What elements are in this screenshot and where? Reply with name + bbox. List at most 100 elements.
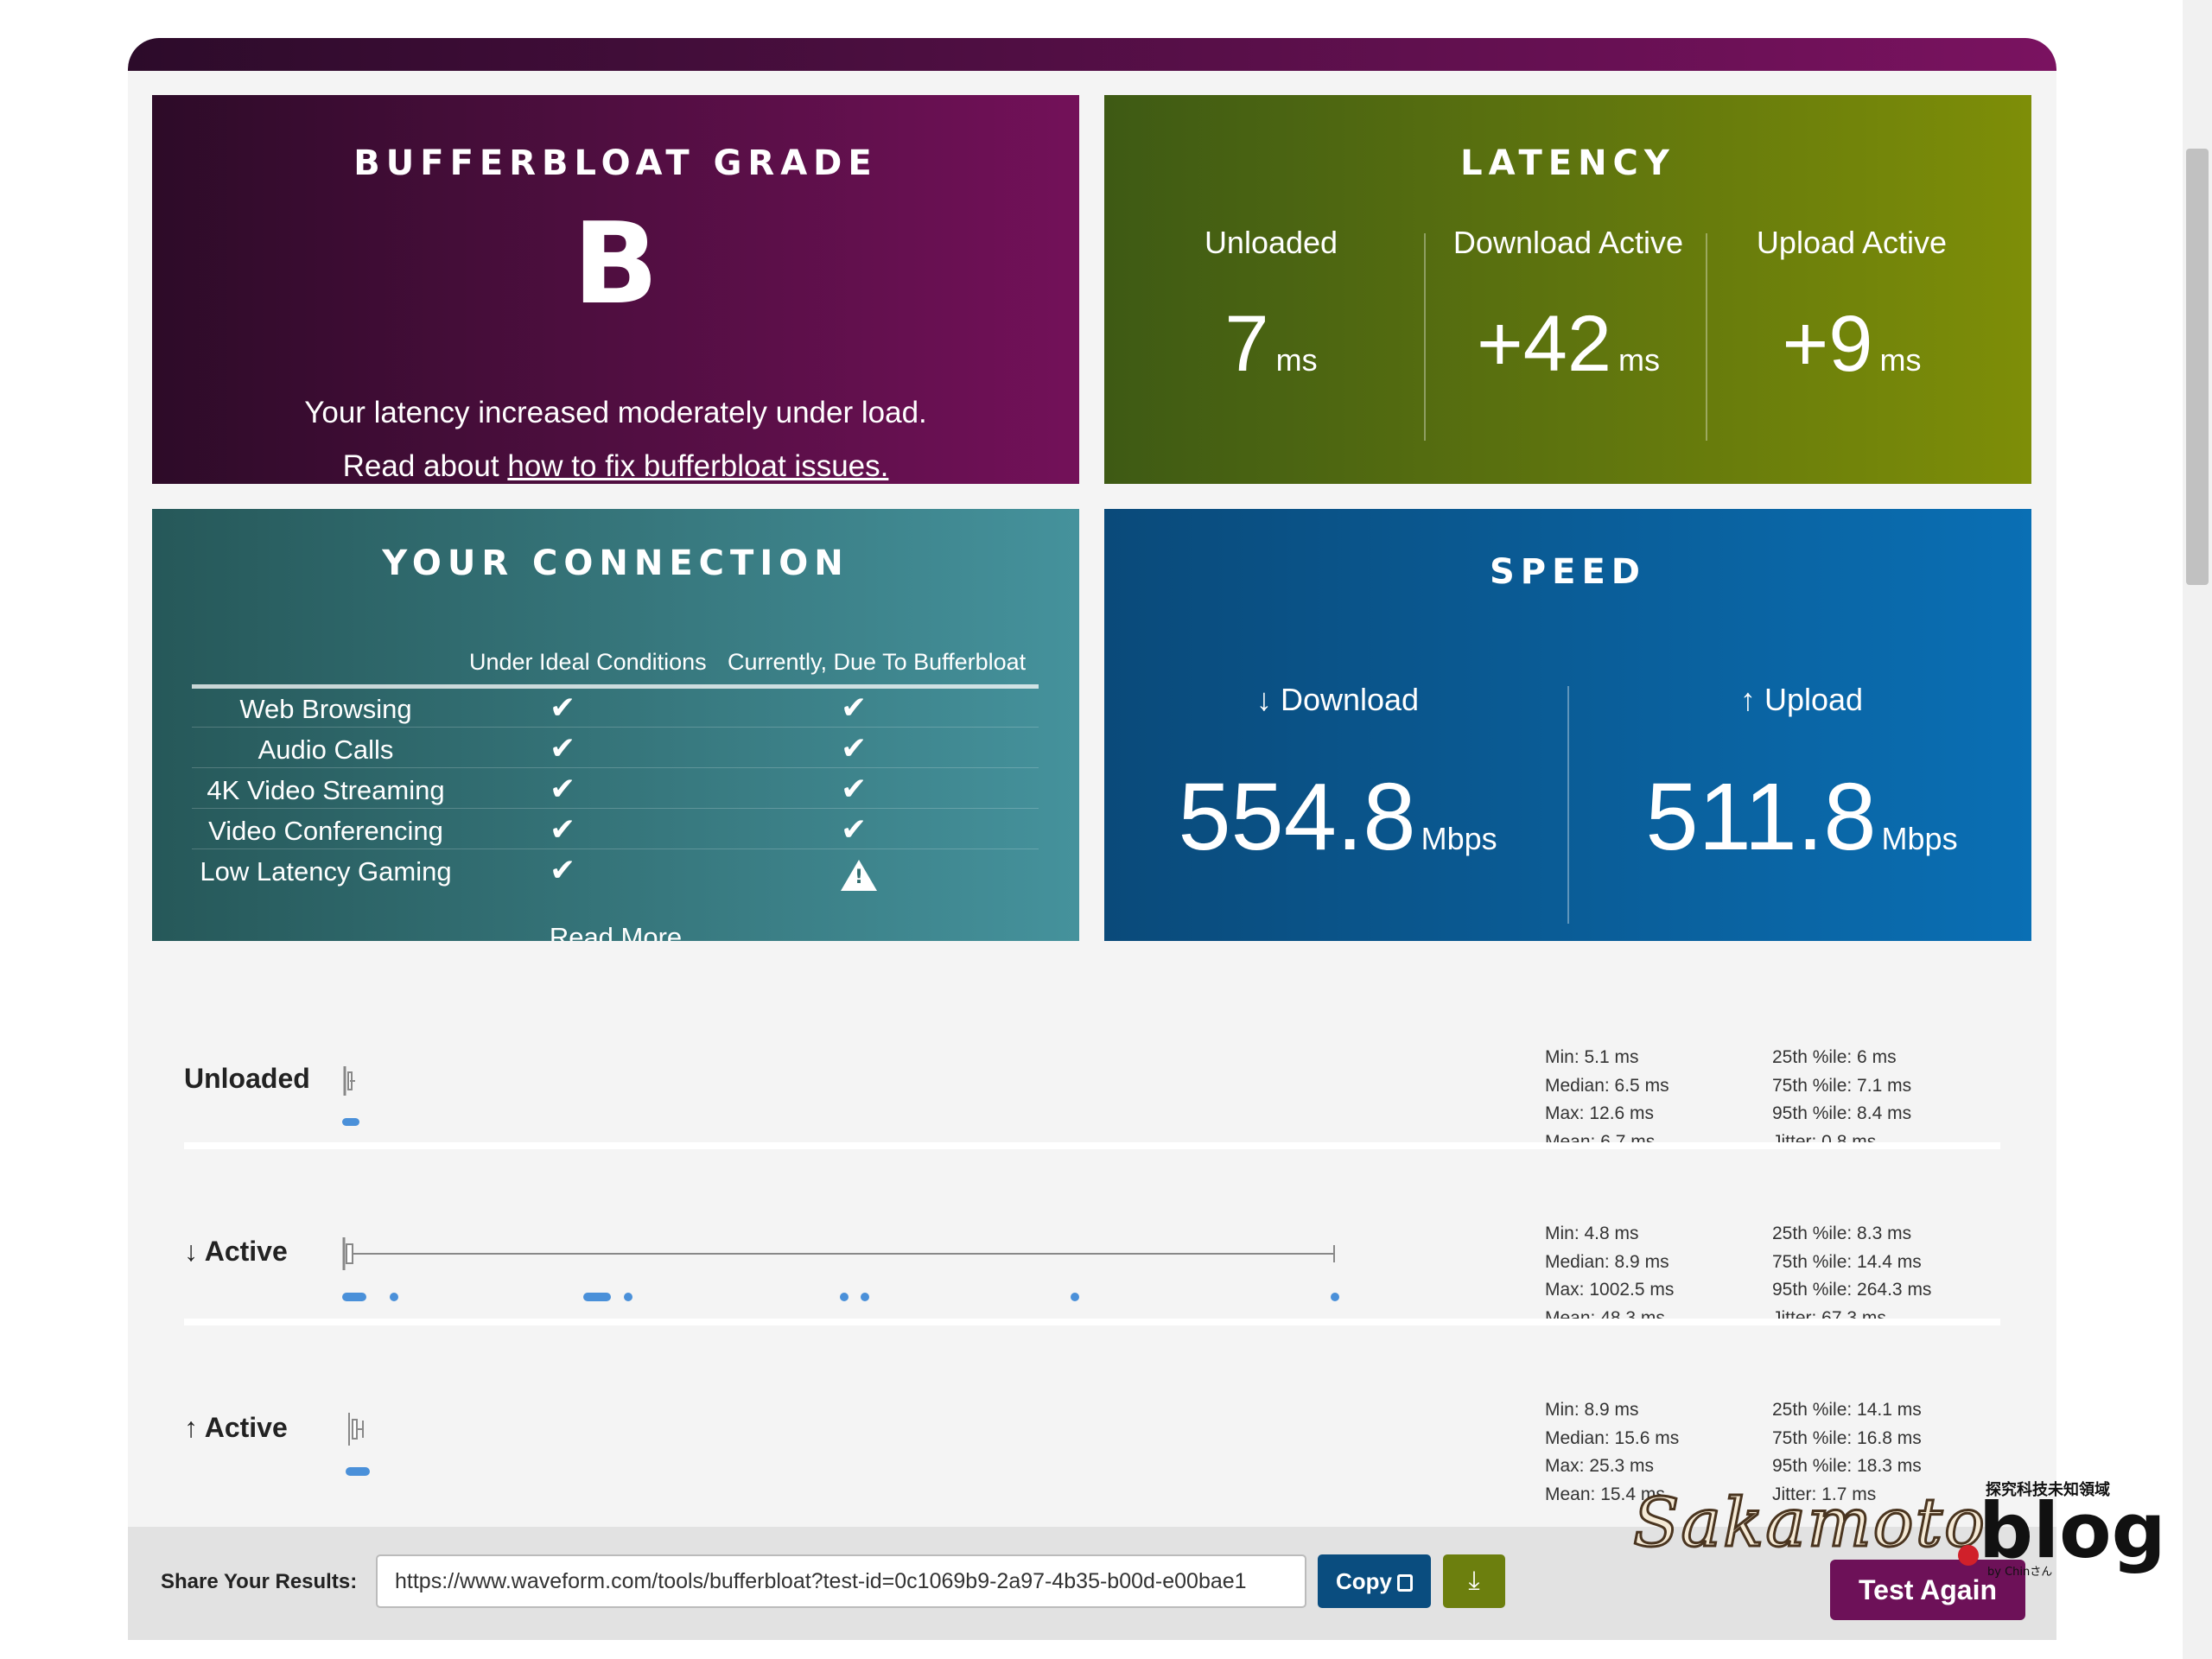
sample-dot: [390, 1293, 398, 1301]
stat-median: Median: 6.5 ms: [1545, 1075, 1669, 1096]
check-icon: ✔: [841, 772, 868, 807]
speed-divider: [1567, 686, 1569, 924]
stat-max: Max: 1002.5 ms: [1545, 1280, 1675, 1300]
grade-read-prefix: Read about: [342, 449, 508, 483]
scrollbar-thumb[interactable]: [2186, 149, 2209, 585]
latency-unloaded-value: 7: [1224, 300, 1269, 388]
header-bar: [128, 38, 2056, 71]
connection-row-label: Low Latency Gaming: [200, 856, 452, 887]
sample-dot: [346, 1467, 370, 1476]
upload-latency-plot: [346, 1413, 370, 1476]
stat-min: Min: 4.8 ms: [1545, 1224, 1639, 1243]
grade-letter: B: [572, 198, 659, 329]
speed-upload-value: 511.8: [1645, 764, 1877, 870]
stats-upload-left: Min: 8.9 ms Median: 15.6 ms Max: 25.3 ms…: [1545, 1396, 1679, 1509]
speed-title: SPEED: [1490, 552, 1646, 592]
check-icon: ✔: [550, 812, 576, 848]
speed-download-unit: Mbps: [1421, 821, 1497, 856]
stats-download: ↓ Active Min: 4.8 ms Median: 8.9 ms Max:…: [128, 1161, 2056, 1334]
latency-divider: [1424, 233, 1426, 441]
speed-download: ↓ Download 554.8 Mbps: [1130, 682, 1545, 865]
stat-min: Min: 8.9 ms: [1545, 1400, 1639, 1420]
unloaded-latency-plot: [342, 1066, 359, 1126]
stat-p95: 95th %ile: 264.3 ms: [1772, 1280, 1932, 1300]
check-icon: ✔: [841, 690, 868, 726]
connection-row-label: Video Conferencing: [208, 816, 443, 846]
stat-p75: 75th %ile: 7.1 ms: [1772, 1075, 1912, 1096]
sample-dot: [342, 1293, 366, 1301]
stat-median: Median: 8.9 ms: [1545, 1251, 1669, 1272]
box: [352, 1419, 358, 1440]
speed-upload: ↑ Upload 511.8 Mbps: [1594, 682, 2009, 865]
stat-max: Max: 25.3 ms: [1545, 1456, 1655, 1476]
stats-unloaded-label: Unloaded: [184, 1063, 310, 1094]
copy-button[interactable]: Copy: [1318, 1554, 1431, 1608]
sample-dot: [342, 1118, 359, 1126]
connection-row: 4K Video Streaming ✔ ✔: [192, 768, 1039, 809]
read-more-link[interactable]: Read More: [549, 922, 683, 941]
latency-title: LATENCY: [1460, 143, 1675, 183]
latency-upload-value: +9: [1782, 300, 1873, 388]
results-card: BUFFERBLOAT GRADE B Your latency increas…: [128, 38, 2056, 1640]
grade-description: Your latency increased moderately under …: [304, 396, 927, 429]
stat-p25: 25th %ile: 6 ms: [1772, 1047, 1897, 1067]
latency-upload-unit: ms: [1879, 342, 1922, 378]
stat-p95: 95th %ile: 18.3 ms: [1772, 1456, 1922, 1476]
grade-read-line: Read about how to fix bufferbloat issues…: [152, 449, 1079, 484]
copy-label: Copy: [1336, 1567, 1392, 1594]
latency-unloaded-label: Unloaded: [1204, 225, 1338, 260]
stats-download-left: Min: 4.8 ms Median: 8.9 ms Max: 1002.5 m…: [1545, 1220, 1674, 1332]
sample-dot: [583, 1293, 611, 1301]
stat-jitter: Jitter: 1.7 ms: [1772, 1484, 1877, 1504]
stat-p75: 75th %ile: 14.4 ms: [1772, 1251, 1922, 1272]
sample-dot: [840, 1293, 849, 1301]
connection-rule: [192, 684, 1039, 689]
test-again-button[interactable]: Test Again: [1830, 1560, 2025, 1620]
stat-p75: 75th %ile: 16.8 ms: [1772, 1427, 1922, 1448]
column-current: Currently, Due To Bufferbloat: [728, 649, 1027, 675]
watermark-blog: blog: [1979, 1486, 2166, 1575]
stats-unloaded: Unloaded Min: 5.1 ms Median: 6.5 ms Max:…: [128, 988, 2056, 1161]
latency-download-value: +42: [1476, 300, 1612, 388]
latency-unloaded: Unloaded 7 ms: [1128, 225, 1414, 384]
speed-upload-label: ↑ Upload: [1739, 682, 1864, 717]
share-url-input[interactable]: [376, 1554, 1306, 1608]
watermark-by: by Chinさん: [1987, 1566, 2053, 1579]
connection-row-label: 4K Video Streaming: [207, 775, 445, 805]
stats-separator: [184, 1142, 2000, 1149]
stat-p95: 95th %ile: 8.4 ms: [1772, 1103, 1912, 1123]
copy-icon: [1397, 1573, 1413, 1592]
stat-median: Median: 15.6 ms: [1545, 1427, 1680, 1448]
speed-download-value: 554.8: [1178, 764, 1416, 870]
check-icon: ✔: [550, 731, 576, 766]
check-icon: ✔: [841, 731, 868, 766]
stats-unloaded-left: Min: 5.1 ms Median: 6.5 ms Max: 12.6 ms …: [1545, 1044, 1669, 1156]
download-button[interactable]: ⤓: [1443, 1554, 1505, 1608]
warning-icon: !: [841, 853, 877, 892]
check-icon: ✔: [550, 772, 576, 807]
stats-upload-label: ↑ Active: [184, 1412, 288, 1443]
check-icon: ✔: [550, 853, 576, 888]
share-label: Share Your Results:: [161, 1570, 358, 1593]
watermark-dot: [1958, 1545, 1979, 1566]
stats-upload: ↑ Active Min: 8.9 ms Median: 15.6 ms Max…: [128, 1334, 2056, 1516]
watermark-name: Sakamoto: [1632, 1484, 1986, 1564]
connection-row: Video Conferencing ✔ ✔: [192, 809, 1039, 849]
stat-min: Min: 5.1 ms: [1545, 1047, 1639, 1067]
latency-upload: Upload Active +9 ms: [1709, 225, 1994, 384]
connection-row-label: Audio Calls: [257, 734, 394, 765]
stat-mean: Mean: 15.4 ms: [1545, 1484, 1665, 1504]
speed-upload-unit: Mbps: [1881, 821, 1958, 856]
sample-dot: [861, 1293, 869, 1301]
stats-separator: [184, 1319, 2000, 1325]
connection-panel: YOUR CONNECTION Under Ideal Conditions C…: [152, 509, 1079, 941]
latency-panel: LATENCY Unloaded 7 ms Download Active +42…: [1104, 95, 2031, 484]
connection-title: YOUR CONNECTION: [382, 543, 849, 583]
check-icon: ✔: [550, 690, 576, 726]
sample-dot: [1071, 1293, 1079, 1301]
sample-dot: [1331, 1293, 1339, 1301]
stat-p25: 25th %ile: 14.1 ms: [1772, 1400, 1922, 1420]
latency-download: Download Active +42 ms: [1426, 225, 1711, 384]
fix-bufferbloat-link[interactable]: how to fix bufferbloat issues.: [507, 449, 889, 483]
grade-panel: BUFFERBLOAT GRADE B Your latency increas…: [152, 95, 1079, 484]
